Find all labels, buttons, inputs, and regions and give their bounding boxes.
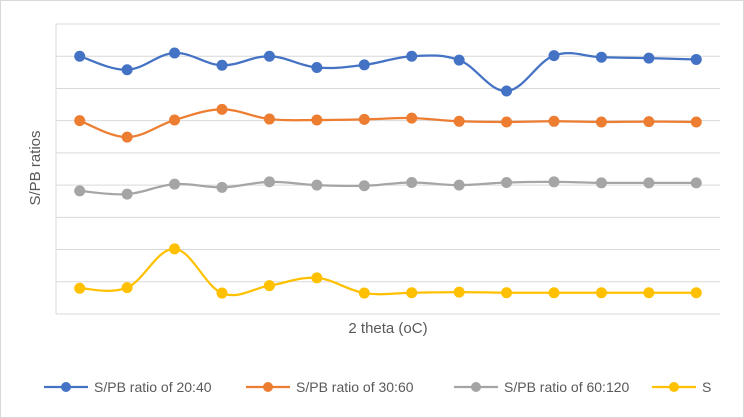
series-2 xyxy=(74,103,702,143)
data-point xyxy=(263,176,275,188)
data-point xyxy=(121,188,133,200)
series-line xyxy=(79,51,697,93)
series-4 xyxy=(74,243,702,299)
legend-marker xyxy=(263,382,273,392)
data-point xyxy=(311,114,323,126)
data-point xyxy=(595,287,607,299)
x-axis-label: 2 theta (oC) xyxy=(348,320,427,337)
data-point xyxy=(453,115,465,127)
data-point xyxy=(169,243,181,255)
data-point xyxy=(690,287,702,299)
data-point xyxy=(216,103,228,115)
data-point xyxy=(74,115,86,127)
data-point xyxy=(169,178,181,190)
legend-item: S xyxy=(652,379,711,395)
data-point xyxy=(74,282,86,294)
data-point xyxy=(169,114,181,126)
data-point xyxy=(121,282,133,294)
data-point xyxy=(406,112,418,124)
data-point xyxy=(501,287,513,299)
legend-item: S/PB ratio of 60:120 xyxy=(454,379,630,395)
data-point xyxy=(501,85,513,97)
data-point xyxy=(263,280,275,292)
gridlines xyxy=(55,23,720,315)
data-point xyxy=(311,272,323,284)
data-point xyxy=(453,179,465,191)
data-point xyxy=(643,177,655,189)
data-point xyxy=(358,180,370,192)
data-point xyxy=(74,50,86,62)
data-point xyxy=(169,47,181,59)
data-point xyxy=(453,286,465,298)
data-point xyxy=(263,113,275,125)
data-point xyxy=(453,54,465,66)
data-point xyxy=(643,287,655,299)
data-point xyxy=(595,51,607,63)
data-point xyxy=(501,116,513,128)
data-point xyxy=(406,50,418,62)
series-1 xyxy=(74,47,702,97)
legend-marker xyxy=(471,382,481,392)
data-point xyxy=(216,287,228,299)
data-point xyxy=(548,50,560,62)
data-point xyxy=(501,177,513,189)
legend-label: S/PB ratio of 20:40 xyxy=(94,379,212,395)
data-point xyxy=(311,179,323,191)
data-point xyxy=(406,177,418,189)
data-point xyxy=(690,116,702,128)
legend-item: S/PB ratio of 20:40 xyxy=(44,379,212,395)
data-point xyxy=(121,131,133,143)
data-point xyxy=(121,64,133,76)
legend-marker xyxy=(669,382,679,392)
data-point xyxy=(311,62,323,73)
data-point xyxy=(548,176,560,188)
legend-item: S/PB ratio of 30:60 xyxy=(246,379,414,395)
data-point xyxy=(595,177,607,189)
series-layer xyxy=(74,47,702,299)
data-point xyxy=(548,115,560,127)
data-point xyxy=(548,287,560,299)
data-point xyxy=(216,59,228,71)
legend-label: S/PB ratio of 30:60 xyxy=(296,379,414,395)
legend-label: S xyxy=(702,379,711,395)
data-point xyxy=(406,287,418,299)
legend-label: S/PB ratio of 60:120 xyxy=(504,379,630,395)
data-point xyxy=(358,59,370,71)
data-point xyxy=(643,52,655,64)
data-point xyxy=(643,116,655,128)
data-point xyxy=(358,287,370,299)
legend-marker xyxy=(61,382,71,392)
series-3 xyxy=(74,176,702,200)
data-point xyxy=(690,53,702,65)
data-point xyxy=(595,116,607,128)
data-point xyxy=(74,185,86,197)
data-point xyxy=(690,177,702,189)
y-axis-label: S/PB ratios xyxy=(27,130,44,205)
data-point xyxy=(263,50,275,62)
legend: S/PB ratio of 20:40 S/PB ratio of 30:60 S/… xyxy=(44,379,711,395)
data-point xyxy=(216,181,228,193)
data-point xyxy=(358,113,370,125)
